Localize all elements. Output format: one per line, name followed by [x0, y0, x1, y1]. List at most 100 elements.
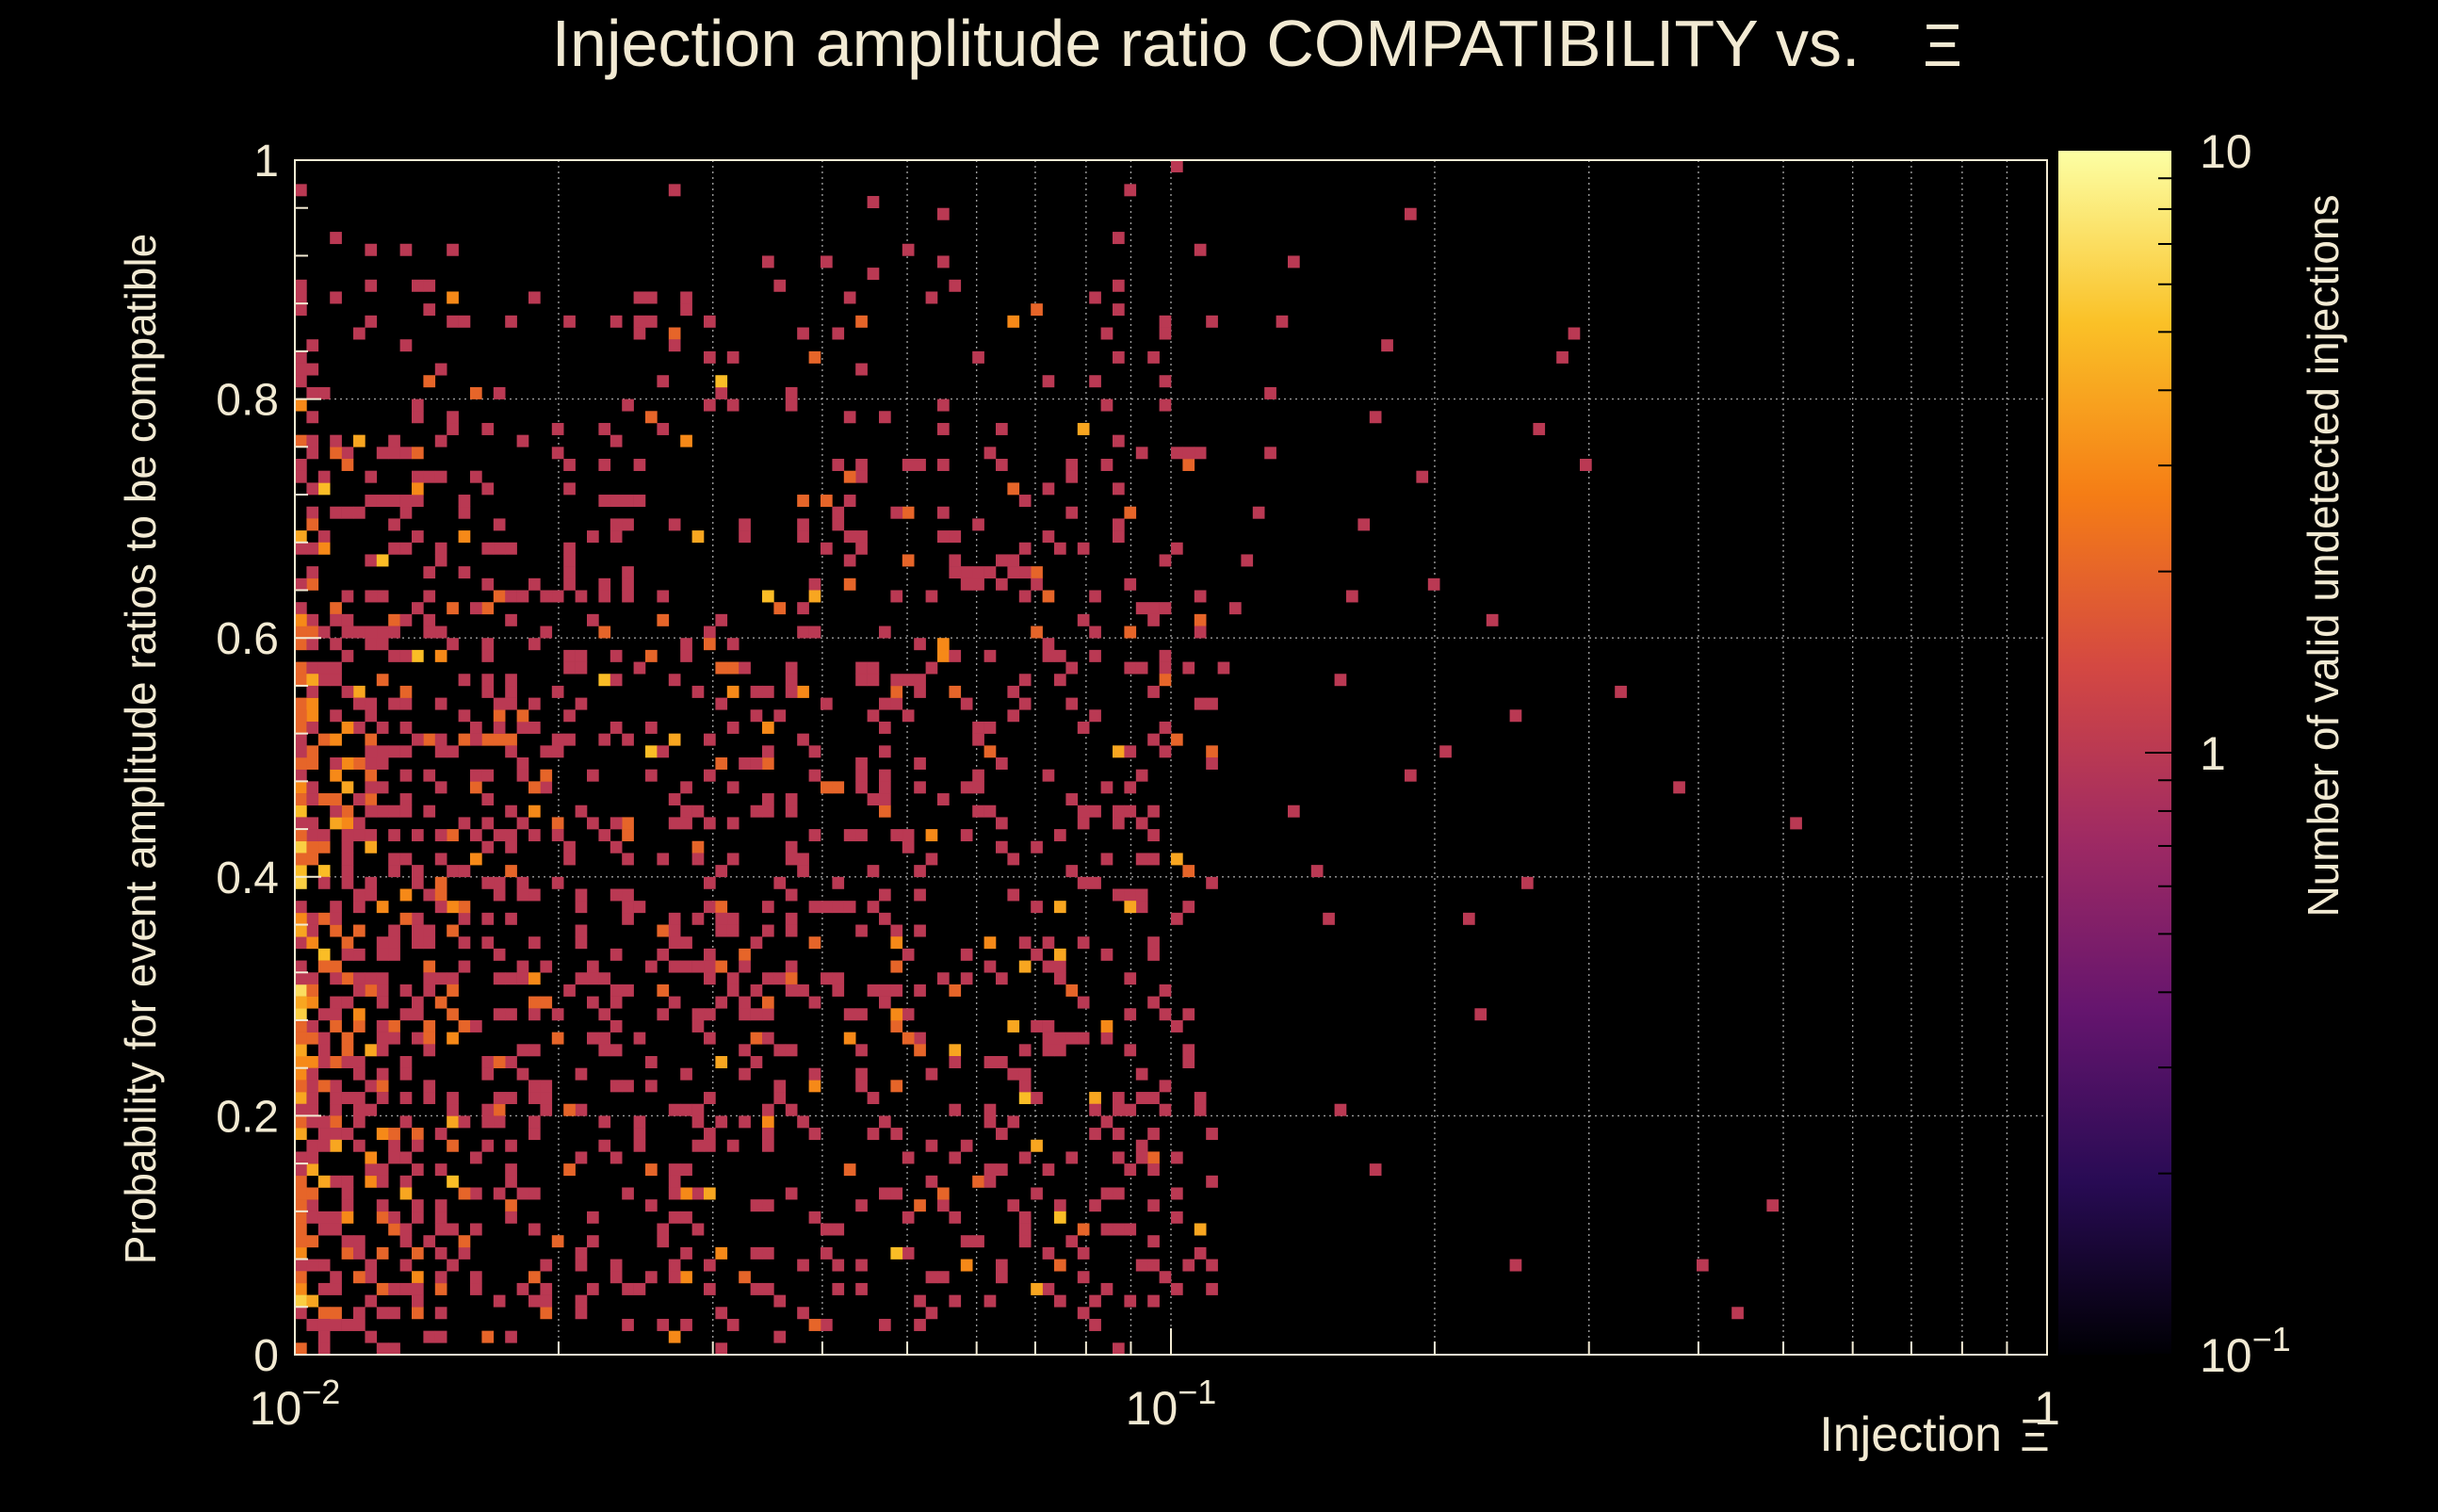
- heatmap-cell: [353, 1019, 366, 1032]
- heatmap-cell: [645, 769, 658, 782]
- heatmap-cell: [295, 1008, 307, 1021]
- heatmap-cell: [1031, 1019, 1043, 1032]
- heatmap-cell: [925, 829, 938, 842]
- heatmap-cell: [715, 1056, 728, 1068]
- heatmap-cell: [1077, 936, 1090, 950]
- heatmap-cell: [598, 1139, 611, 1152]
- heatmap-cell: [540, 626, 553, 639]
- heatmap-cell: [353, 1103, 366, 1116]
- heatmap-cell: [902, 709, 915, 723]
- heatmap-cell: [726, 685, 740, 698]
- heatmap-cell: [493, 1187, 506, 1200]
- heatmap-cell: [330, 972, 342, 985]
- heatmap-cell: [341, 1092, 354, 1105]
- heatmap-cell: [704, 1092, 716, 1105]
- heatmap-cell: [762, 721, 774, 734]
- heatmap-cell: [1018, 495, 1032, 508]
- heatmap-cell: [505, 805, 517, 818]
- heatmap-cell: [1147, 685, 1160, 698]
- heatmap-cell: [715, 865, 728, 878]
- heatmap-cell: [890, 984, 903, 997]
- heatmap-cell: [843, 1163, 856, 1177]
- heatmap-cell: [773, 1080, 787, 1093]
- heatmap-cell: [610, 1019, 623, 1032]
- heatmap-cell: [306, 1019, 319, 1032]
- heatmap-cell: [762, 805, 774, 818]
- heatmap-cell: [434, 853, 447, 866]
- colorbar-label: Number of valid undetected injections: [2299, 194, 2348, 917]
- heatmap-cell: [540, 1294, 553, 1308]
- heatmap-cell: [739, 1271, 751, 1284]
- heatmap-cell: [704, 1282, 716, 1295]
- heatmap-cell: [528, 577, 541, 591]
- heatmap-cell: [516, 1067, 529, 1081]
- heatmap-cell: [622, 888, 634, 902]
- heatmap-cell: [295, 769, 307, 782]
- heatmap-cell: [1077, 996, 1090, 1009]
- heatmap-cell: [447, 1103, 459, 1116]
- heatmap-cell: [470, 1223, 482, 1236]
- heatmap-cell: [1113, 279, 1125, 292]
- heatmap-cell: [493, 709, 506, 723]
- heatmap-cell: [1171, 853, 1183, 866]
- heatmap-cell: [1135, 447, 1148, 460]
- heatmap-cell: [1147, 1235, 1160, 1248]
- heatmap-cell: [412, 1246, 424, 1260]
- heatmap-cell: [376, 948, 389, 961]
- heatmap-cell: [762, 1199, 774, 1212]
- heatmap-cell: [1171, 1019, 1183, 1032]
- heatmap-cell: [330, 1128, 342, 1141]
- heatmap-cell: [458, 530, 471, 544]
- heatmap-cell: [306, 626, 319, 639]
- heatmap-cell: [704, 315, 716, 328]
- heatmap-cell: [317, 829, 331, 842]
- heatmap-cell: [365, 243, 378, 256]
- heatmap-cell: [1077, 542, 1090, 555]
- heatmap-cell: [295, 1211, 307, 1224]
- heatmap-cell: [317, 793, 331, 806]
- heatmap-cell: [434, 1199, 447, 1212]
- heatmap-cell: [317, 840, 331, 854]
- heatmap-cell: [470, 1282, 482, 1295]
- heatmap-cell: [726, 661, 740, 675]
- heatmap-cell: [843, 577, 856, 591]
- heatmap-cell: [832, 781, 845, 794]
- heatmap-cell: [317, 386, 331, 399]
- heatmap-cell: [295, 1282, 307, 1295]
- heatmap-cell: [1077, 1271, 1090, 1284]
- heatmap-cell: [458, 865, 471, 878]
- heatmap-cell: [481, 542, 495, 555]
- heatmap-cell: [505, 912, 517, 925]
- heatmap-cell: [622, 1318, 634, 1331]
- heatmap-cell: [1580, 459, 1592, 471]
- heatmap-cell: [890, 924, 903, 937]
- heatmap-cell: [972, 577, 984, 591]
- heatmap-cell: [481, 840, 495, 854]
- heatmap-cell: [399, 649, 413, 662]
- heatmap-cell: [610, 817, 623, 830]
- heatmap-cell: [855, 769, 868, 782]
- heatmap-cell: [481, 1139, 495, 1152]
- heatmap-cell: [983, 805, 997, 818]
- heatmap-cell: [1018, 1223, 1032, 1236]
- heatmap-cell: [376, 1067, 389, 1081]
- heatmap-cell: [622, 853, 634, 866]
- heatmap-cell: [505, 685, 517, 698]
- y-tick-label: 0.4: [216, 854, 279, 903]
- heatmap-cell: [902, 1032, 915, 1045]
- heatmap-cell: [1065, 984, 1079, 997]
- heatmap-cell: [317, 1056, 331, 1068]
- heatmap-cell: [996, 1163, 1008, 1177]
- heatmap-cell: [423, 1019, 436, 1032]
- heatmap-cell: [481, 1103, 495, 1116]
- heatmap-cell: [902, 674, 915, 687]
- heatmap-cell: [376, 781, 389, 794]
- heatmap-cell: [1124, 1223, 1137, 1236]
- heatmap-cell: [317, 542, 331, 555]
- heatmap-cell: [785, 685, 798, 698]
- heatmap-cell: [1018, 542, 1032, 555]
- heatmap-cell: [587, 1282, 599, 1295]
- heatmap-cell: [505, 733, 517, 746]
- heatmap-cell: [1147, 948, 1160, 961]
- heatmap-cell: [317, 1342, 331, 1356]
